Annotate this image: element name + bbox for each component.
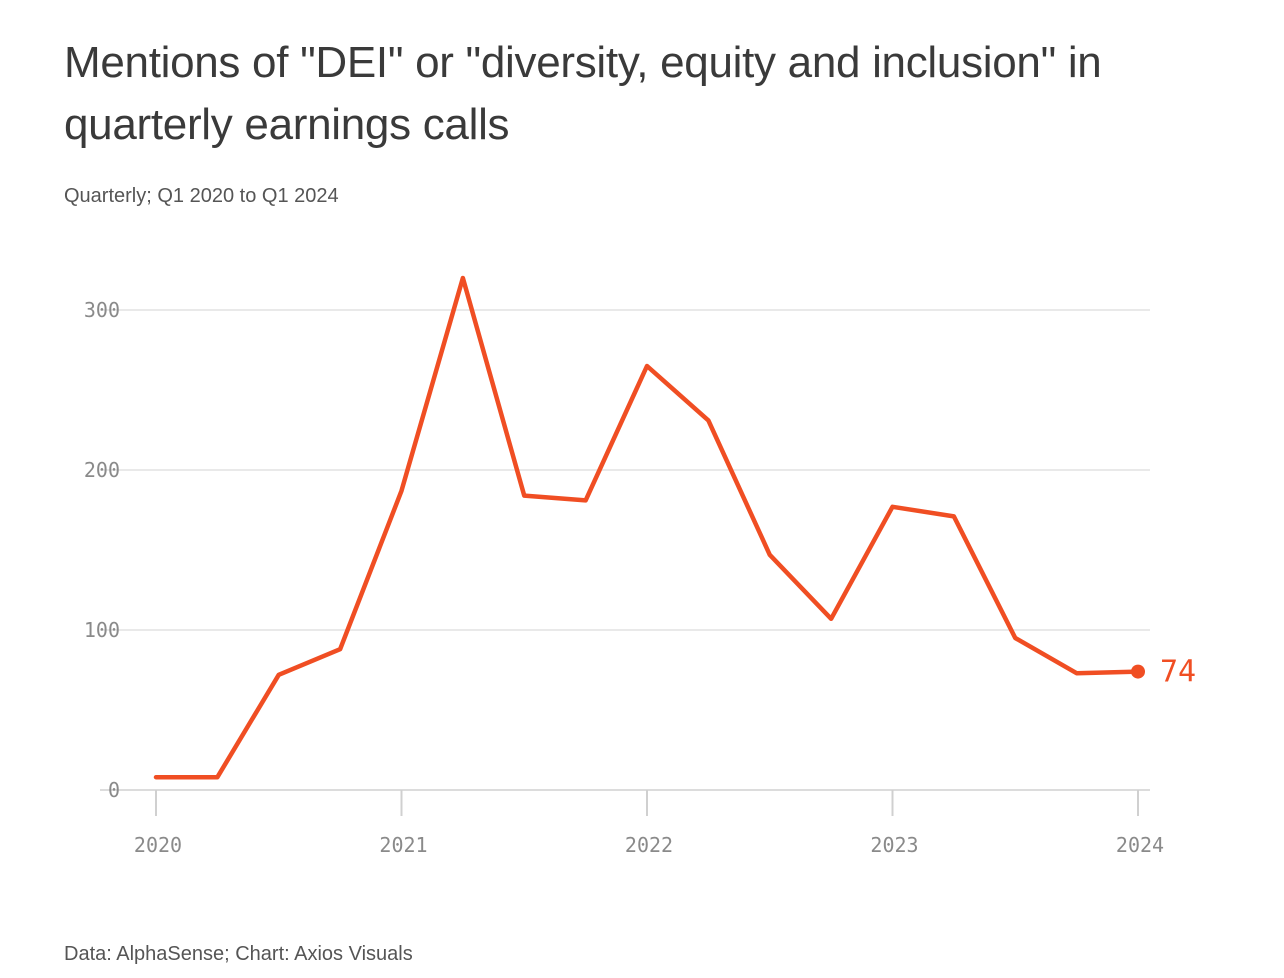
- end-value-label: 74: [1160, 655, 1196, 690]
- series-line-0: [153, 275, 1141, 780]
- x-tick-label-2022: 2022: [625, 833, 673, 857]
- x-tick-label-2024: 2024: [1116, 833, 1164, 857]
- chart-title: Mentions of "DEI" or "diversity, equity …: [64, 38, 1102, 149]
- data-point-q2-2022: [706, 418, 710, 422]
- data-point-q3-2020: [277, 673, 281, 677]
- series: [153, 275, 1145, 780]
- gridlines: [100, 309, 1150, 791]
- data-point-q2-2020: [215, 775, 219, 779]
- data-point-q4-2020: [338, 647, 342, 651]
- x-tick-label-2021: 2021: [379, 833, 427, 857]
- data-point-q1-2020: [154, 775, 158, 779]
- data-point-q1-2022: [645, 364, 649, 368]
- data-point-q1-2023: [890, 505, 894, 509]
- chart-source: Data: AlphaSense; Chart: Axios Visuals: [64, 943, 413, 965]
- y-tick-label-0: 0: [108, 778, 120, 802]
- chart-subtitle: Quarterly; Q1 2020 to Q1 2024: [64, 185, 339, 207]
- data-point-q1-2024: [1131, 664, 1145, 679]
- data-point-q3-2023: [1013, 636, 1017, 640]
- x-tick-label-2023: 2023: [870, 833, 918, 857]
- data-point-q4-2023: [1074, 671, 1078, 675]
- y-tick-label-100: 100: [84, 618, 120, 642]
- y-axis: 0 100 200 300: [84, 298, 120, 802]
- x-tick-label-2020: 2020: [134, 833, 182, 857]
- data-labels: 74: [1160, 655, 1196, 690]
- data-point-q1-2021: [399, 489, 403, 493]
- data-point-q2-2021: [461, 276, 465, 280]
- data-point-q4-2022: [829, 617, 833, 621]
- data-point-q3-2021: [522, 493, 526, 497]
- x-axis: 2020 2021 2022 2023 2024: [134, 790, 1164, 857]
- y-tick-label-200: 200: [84, 458, 120, 482]
- data-point-q4-2021: [583, 498, 587, 502]
- data-point-q3-2022: [768, 553, 772, 557]
- data-point-q2-2023: [952, 514, 956, 518]
- y-tick-label-300: 300: [84, 298, 120, 322]
